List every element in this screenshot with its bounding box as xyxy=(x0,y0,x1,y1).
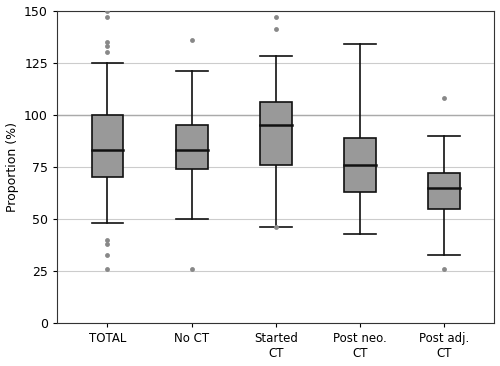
Y-axis label: Proportion (%): Proportion (%) xyxy=(6,122,18,212)
FancyBboxPatch shape xyxy=(92,115,124,178)
FancyBboxPatch shape xyxy=(428,173,460,209)
FancyBboxPatch shape xyxy=(176,125,208,169)
FancyBboxPatch shape xyxy=(260,102,292,165)
FancyBboxPatch shape xyxy=(344,138,376,192)
